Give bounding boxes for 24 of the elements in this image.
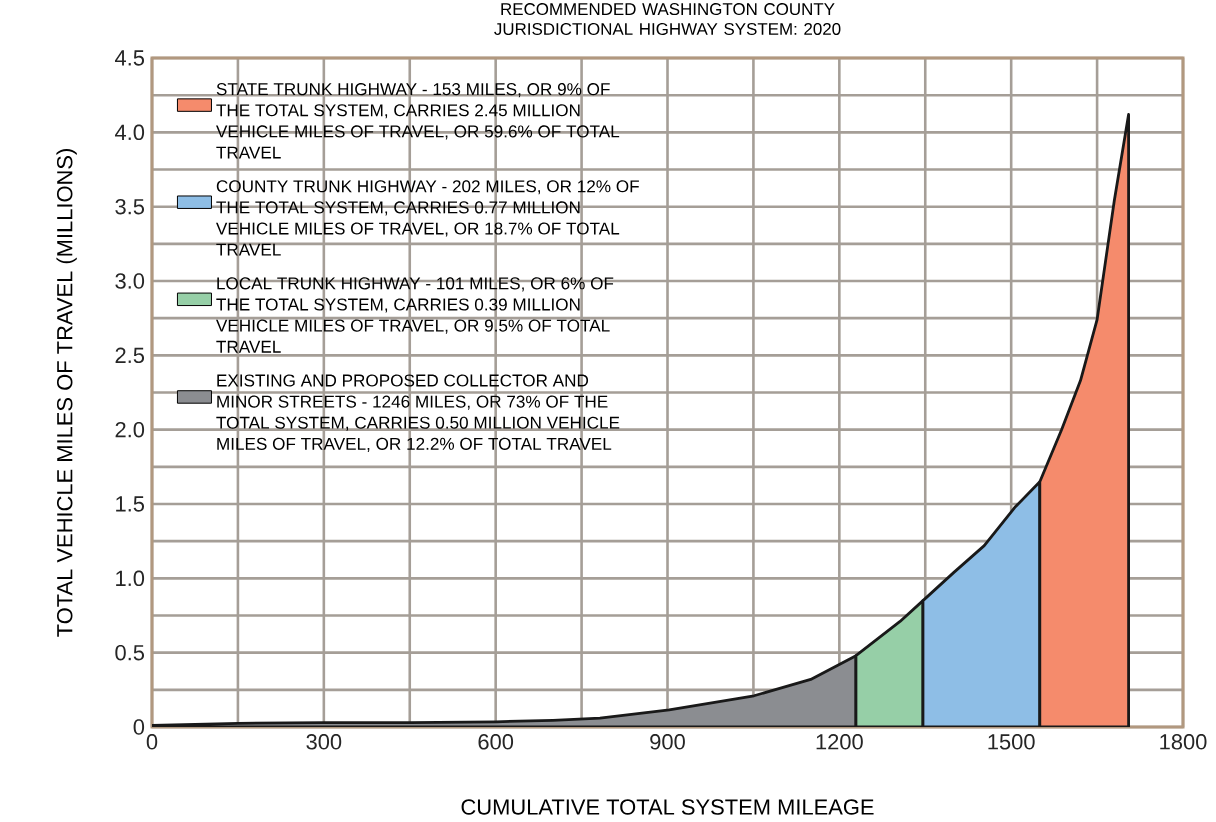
x-tick-label: 900 [650, 734, 685, 750]
legend-label: COUNTY TRUNK HIGHWAY - 202 MILES, OR 12% OF THE TOTAL SYSTEM, CARRIES 0.77 MILLION VEHICLE MILES OF TRAVEL, OR 18.7% OF TOTAL TRAVEL [216, 180, 639, 256]
y-axis-title: TOTAL VEHICLE MILES OF TRAVEL (MILLIONS) [56, 149, 77, 637]
y-tick-label: 3.0 [115, 273, 145, 289]
x-tick-label: 0 [146, 734, 158, 750]
y-tick-label: 1.0 [116, 570, 145, 587]
legend-label: LOCAL TRUNK HIGHWAY - 101 MILES, OR 6% OF THE TOTAL SYSTEM, CARRIES 0.39 MILLION VEHICLE MILES OF TRAVEL, OR 9.5% OF TOTAL TRAVEL [216, 277, 614, 353]
legend-label: EXISTING AND PROPOSED COLLECTOR AND MINOR STREETS - 1246 MILES, OR 73% OF THE TOTAL SYSTEM, CARRIES 0.50 MILLION VEHICLE MILES OF TRAVEL, OR 12.2% OF TOTAL TRAVEL [216, 374, 620, 452]
legend-label: STATE TRUNK HIGHWAY - 153 MILES, OR 9% OF THE TOTAL SYSTEM, CARRIES 2.45 MILLION VEHICLE MILES OF TRAVEL, OR 59.6% OF TOTAL TRAVEL [216, 83, 620, 159]
y-tick-label: 0 [133, 719, 145, 735]
y-tick-label: 4.5 [114, 50, 145, 66]
x-axis-title: CUMULATIVE TOTAL SYSTEM MILEAGE [461, 799, 874, 815]
x-tick-label: 300 [306, 734, 342, 750]
x-tick-label: 1800 [1160, 734, 1207, 750]
x-tick-label: 1500 [988, 734, 1035, 750]
chart-title: RECOMMENDED WASHINGTON COUNTY JURISDICTIONAL HIGHWAY SYSTEM: 2020 [494, 3, 841, 35]
y-tick-label: 2.5 [115, 347, 145, 364]
y-tick-label: 0.5 [115, 644, 145, 661]
y-tick-label: 1.5 [116, 496, 145, 512]
x-tick-label: 1200 [816, 734, 863, 750]
x-tick-label: 600 [478, 734, 514, 750]
y-tick-label: 3.5 [115, 198, 145, 215]
y-tick-label: 2.0 [115, 421, 145, 438]
y-tick-label: 4.0 [114, 124, 145, 141]
